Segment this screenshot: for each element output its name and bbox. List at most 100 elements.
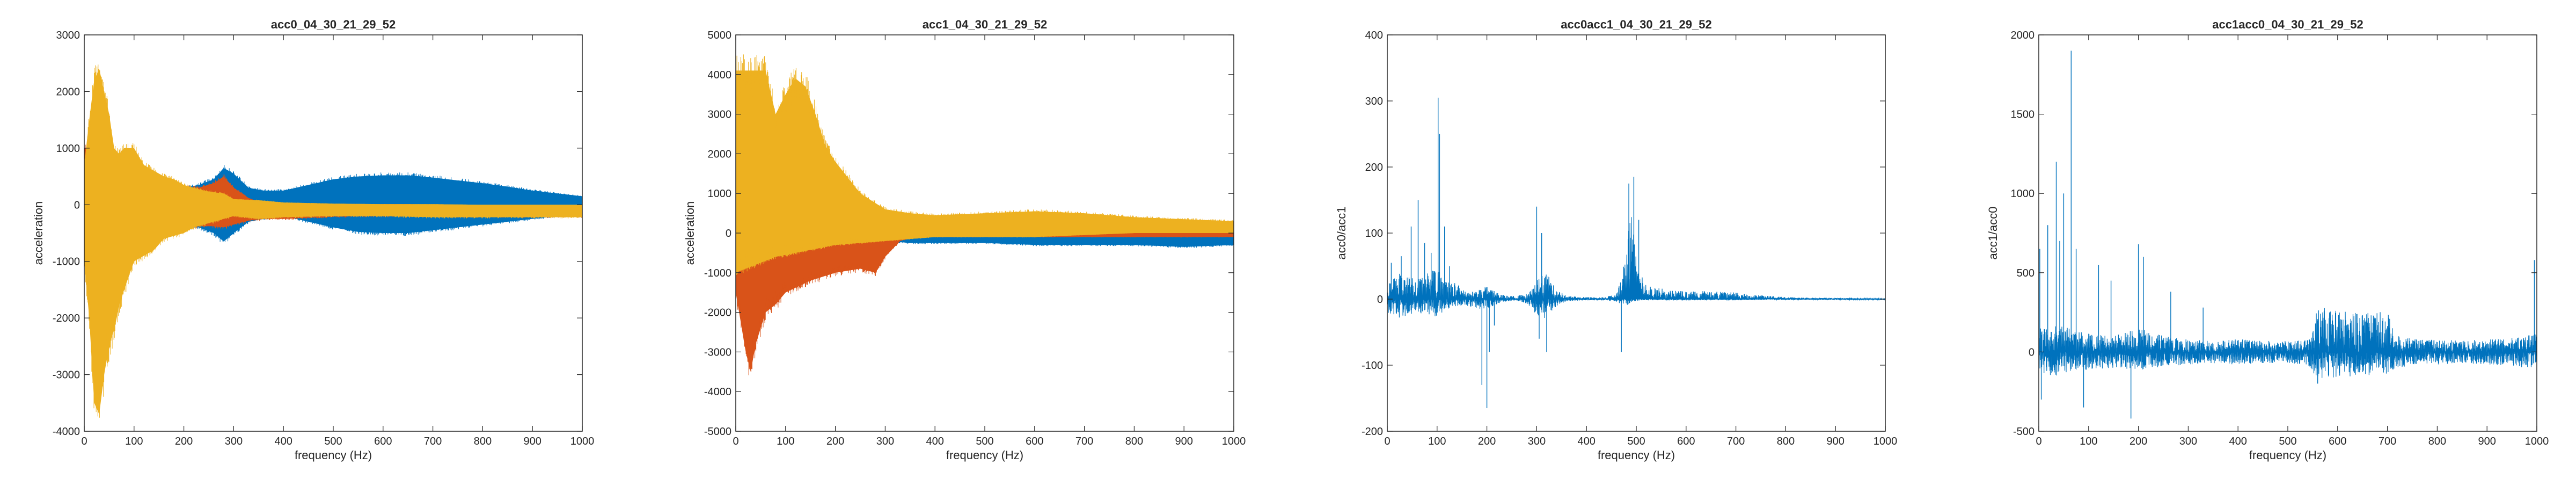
series-trace: [2039, 308, 2537, 378]
y-axis-label: acc0/acc1: [1335, 206, 1348, 259]
y-tick-label: 3000: [708, 109, 732, 121]
y-tick-label: 3000: [56, 30, 80, 41]
x-tick-label: 600: [1677, 436, 1695, 447]
x-tick-label: 400: [926, 436, 944, 447]
y-tick-label: -4000: [704, 386, 731, 398]
chart-title: acc1_04_30_21_29_52: [923, 18, 1047, 31]
y-tick-label: -4000: [53, 426, 80, 438]
x-tick-label: 200: [2129, 436, 2147, 447]
series-trace: [736, 54, 1234, 275]
chart-title: acc0acc1_04_30_21_29_52: [1561, 18, 1711, 31]
x-tick-label: 300: [876, 436, 894, 447]
data-layer: [2039, 50, 2537, 419]
x-tick-label: 200: [1478, 436, 1496, 447]
y-tick-label: 200: [1365, 162, 1383, 173]
data-layer: [1387, 97, 1885, 408]
x-tick-label: 1000: [570, 436, 595, 447]
x-tick-label: 1000: [1874, 436, 1898, 447]
x-axis-label: frequency (Hz): [1598, 448, 1675, 462]
x-tick-label: 100: [1428, 436, 1446, 447]
data-layer: [84, 64, 582, 418]
y-tick-label: -1000: [704, 267, 731, 279]
y-tick-label: -100: [1362, 360, 1383, 372]
y-tick-label: -1000: [53, 256, 80, 268]
x-tick-label: 400: [275, 436, 292, 447]
y-tick-label: 2000: [2011, 30, 2035, 41]
x-tick-label: 0: [2036, 436, 2041, 447]
y-tick-label: 1500: [2011, 109, 2035, 121]
x-tick-label: 0: [733, 436, 738, 447]
x-tick-label: 800: [2428, 436, 2446, 447]
x-tick-label: 100: [777, 436, 794, 447]
x-tick-label: 700: [1075, 436, 1093, 447]
x-tick-label: 500: [2279, 436, 2296, 447]
x-tick-label: 1000: [2525, 436, 2549, 447]
y-tick-label: -2000: [53, 313, 80, 324]
x-axis-label: frequency (Hz): [295, 448, 372, 462]
x-tick-label: 0: [1384, 436, 1390, 447]
x-tick-label: 300: [2179, 436, 2197, 447]
y-tick-label: -2000: [704, 307, 731, 319]
x-tick-label: 400: [1578, 436, 1596, 447]
y-axis-label: acc1/acc0: [1986, 206, 2000, 259]
y-tick-label: -3000: [53, 369, 80, 381]
y-tick-label: 0: [726, 228, 731, 240]
y-tick-label: 300: [1365, 96, 1383, 107]
chart-title: acc0_04_30_21_29_52: [271, 18, 396, 31]
y-tick-label: 2000: [56, 86, 80, 98]
y-tick-label: 2000: [708, 148, 732, 160]
x-axis-label: frequency (Hz): [2249, 448, 2326, 462]
x-tick-label: 0: [81, 436, 87, 447]
data-layer: [736, 54, 1234, 375]
x-tick-label: 800: [1777, 436, 1795, 447]
y-tick-label: 0: [2029, 346, 2035, 358]
plot-area: [1387, 35, 1885, 431]
x-tick-label: 700: [424, 436, 442, 447]
y-tick-label: -5000: [704, 426, 731, 438]
x-tick-label: 200: [826, 436, 844, 447]
y-tick-label: 0: [74, 199, 80, 211]
series-trace: [1387, 217, 1885, 318]
y-tick-label: 400: [1365, 30, 1383, 41]
x-tick-label: 700: [1727, 436, 1745, 447]
y-axis-label: acceleration: [683, 201, 697, 265]
y-tick-label: 1000: [56, 143, 80, 155]
series-3: [84, 64, 582, 418]
chart-title: acc1acc0_04_30_21_29_52: [2212, 18, 2363, 31]
chart-panel-2: 0 100 200 300 400 500 600 700 800 900 1000 -5000 -40…: [683, 18, 1246, 462]
y-tick-label: 0: [1377, 294, 1383, 306]
y-tick-label: 4000: [708, 69, 732, 81]
chart-panel-4: 0 100 200 300 400 500 600 700 800 900 1000-5000500…: [1986, 18, 2549, 462]
series-3: [736, 54, 1234, 275]
x-tick-label: 700: [2379, 436, 2396, 447]
x-tick-label: 1000: [1222, 436, 1246, 447]
x-tick-label: 900: [1175, 436, 1193, 447]
series-1: [1387, 97, 1885, 408]
x-axis-label: frequency (Hz): [946, 448, 1023, 462]
chart-panel-3: 0 100 200 300 400 500 600 700 800 900 1000-200-100…: [1335, 18, 1897, 462]
y-tick-label: -500: [2013, 426, 2035, 438]
x-tick-label: 800: [1125, 436, 1143, 447]
x-tick-label: 400: [2229, 436, 2247, 447]
series-1: [2039, 50, 2537, 419]
x-tick-label: 100: [2080, 436, 2097, 447]
x-tick-label: 500: [976, 436, 993, 447]
y-tick-label: 100: [1365, 228, 1383, 240]
x-tick-label: 900: [524, 436, 541, 447]
x-tick-label: 500: [324, 436, 342, 447]
x-tick-label: 800: [474, 436, 492, 447]
x-tick-label: 900: [1827, 436, 1845, 447]
series-trace: [84, 64, 582, 418]
y-tick-label: 1000: [2011, 188, 2035, 200]
y-tick-label: 5000: [708, 30, 732, 41]
y-tick-label: 500: [2017, 267, 2035, 279]
y-tick-label: 1000: [708, 188, 732, 200]
chart-panel-1: 0 100 200 300 400 500 600 700 800 900 1000 -4000 -30…: [32, 18, 594, 462]
x-tick-label: 300: [1528, 436, 1546, 447]
x-tick-label: 500: [1627, 436, 1645, 447]
x-tick-label: 600: [374, 436, 392, 447]
x-tick-label: 100: [125, 436, 143, 447]
x-tick-label: 600: [2329, 436, 2346, 447]
